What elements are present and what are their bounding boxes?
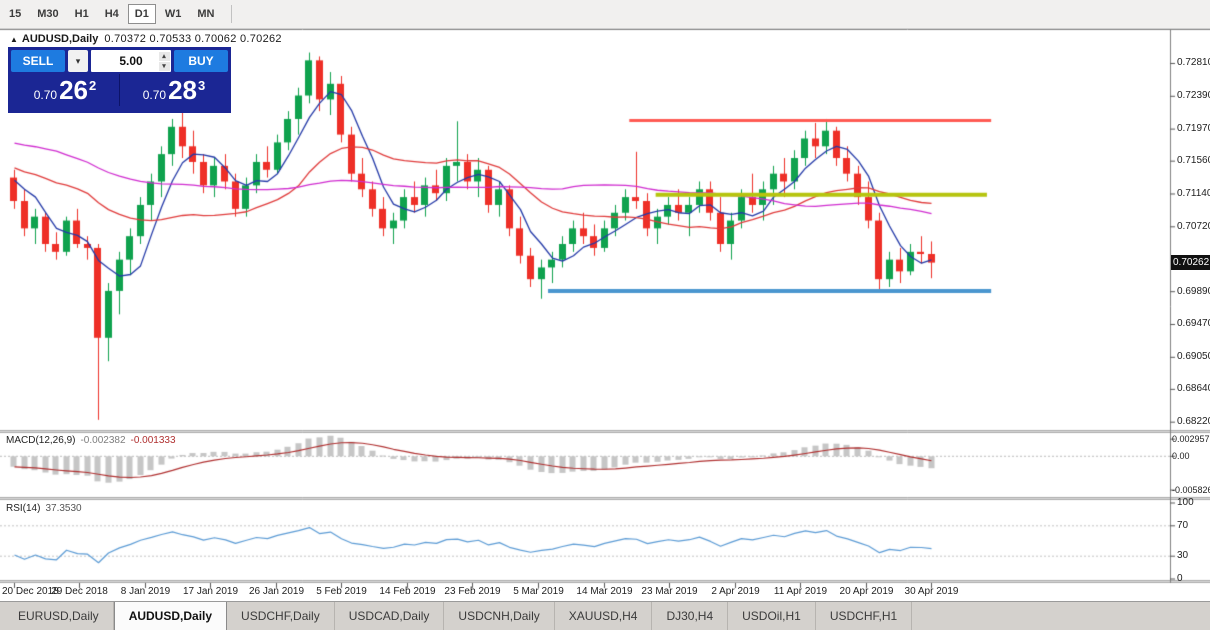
trade-panel-prices-row: 0.70 26 2 0.70 28 3 (11, 72, 228, 108)
timeframe-button-D1[interactable]: D1 (127, 4, 156, 24)
timeframe-toolbar: 15 M30 H1 H4 D1 W1 MN (0, 0, 1210, 29)
symbol-tab-USDCNH,Daily[interactable]: USDCNH,Daily (444, 602, 555, 630)
toolbar-separator (231, 5, 233, 23)
symbol-tab-XAUUSD,H4[interactable]: XAUUSD,H4 (555, 602, 653, 630)
chart-title: ▲ AUDUSD,Daily 0.70372 0.70533 0.70062 0.7… (10, 33, 282, 45)
lot-size-value: 5.00 (119, 54, 143, 68)
sell-price-display[interactable]: 0.70 26 2 (11, 75, 119, 105)
buy-button[interactable]: BUY (174, 50, 228, 72)
rsi-name: RSI(14) (6, 503, 41, 514)
chart-symbol-label: AUDUSD,Daily (21, 33, 99, 45)
buy-price-prefix: 0.70 (142, 88, 167, 102)
sell-price-prefix: 0.70 (33, 88, 58, 102)
lot-dropdown-button[interactable]: ▾ (68, 50, 88, 72)
rsi-value: 37.3530 (45, 503, 82, 514)
trade-panel-controls-row: SELL ▾ 5.00 ▴ ▾ BUY (11, 50, 228, 72)
macd-signal-value: -0.001333 (130, 435, 176, 446)
timeframe-button-H1[interactable]: H1 (68, 4, 96, 24)
macd-indicator-label: MACD(12,26,9) -0.002382 -0.001333 (6, 435, 176, 446)
symbol-tab-EURUSD,Daily[interactable]: EURUSD,Daily (4, 602, 114, 630)
macd-main-value: -0.002382 (80, 435, 126, 446)
macd-name: MACD(12,26,9) (6, 435, 76, 446)
symbol-tab-USDOil,H1[interactable]: USDOil,H1 (728, 602, 816, 630)
collapse-trade-panel-icon[interactable]: ▲ (10, 35, 18, 44)
sell-price-pips: 26 (59, 75, 89, 105)
timeframe-button-M30[interactable]: M30 (30, 4, 65, 24)
lot-increase-button[interactable]: ▴ (158, 51, 170, 61)
symbol-tab-USDCHF,Daily[interactable]: USDCHF,Daily (227, 602, 335, 630)
timeframe-buttons-group: 15 M30 H1 H4 D1 W1 MN (2, 4, 223, 24)
symbol-tab-DJ30,H4[interactable]: DJ30,H4 (652, 602, 729, 630)
lot-spinner: ▴ ▾ (158, 51, 170, 71)
timeframe-button-15[interactable]: 15 (2, 4, 28, 24)
timeframe-button-H4[interactable]: H4 (98, 4, 126, 24)
symbol-tab-bar: EURUSD,Daily AUDUSD,Daily USDCHF,Daily USDC… (0, 601, 1210, 630)
lot-size-field[interactable]: 5.00 ▴ ▾ (91, 50, 171, 72)
chart-ohlc-values: 0.70372 0.70533 0.70062 0.70262 (104, 33, 282, 45)
price-divider (119, 74, 120, 106)
lot-decrease-button[interactable]: ▾ (158, 61, 170, 71)
symbol-tab-USDCHF,H1[interactable]: USDCHF,H1 (816, 602, 913, 630)
timeframe-button-MN[interactable]: MN (190, 4, 221, 24)
buy-price-point: 3 (198, 78, 206, 93)
rsi-indicator-label: RSI(14) 37.3530 (6, 503, 82, 514)
chevron-down-icon: ▾ (75, 55, 81, 66)
one-click-trading-panel: SELL ▾ 5.00 ▴ ▾ BUY 0.70 26 2 0.70 28 3 (8, 47, 231, 113)
buy-price-display[interactable]: 0.70 28 3 (120, 75, 228, 105)
timeframe-button-W1[interactable]: W1 (158, 4, 189, 24)
buy-price-pips: 28 (168, 75, 198, 105)
sell-price-point: 2 (89, 78, 97, 93)
symbol-tab-USDCAD,Daily[interactable]: USDCAD,Daily (335, 602, 445, 630)
symbol-tab-AUDUSD,Daily[interactable]: AUDUSD,Daily (113, 602, 228, 630)
sell-button[interactable]: SELL (11, 50, 65, 72)
